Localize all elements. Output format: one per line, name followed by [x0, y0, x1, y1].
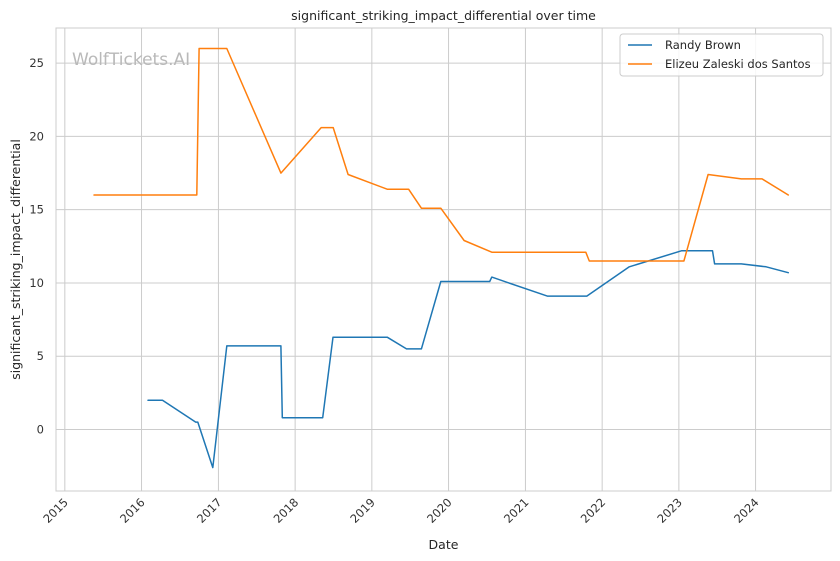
- y-axis-ticks: 0 5 10 15 20 25: [29, 56, 44, 436]
- plot-area: WolfTickets.AI: [55, 27, 832, 492]
- x-axis-title: Date: [429, 537, 459, 552]
- legend-box: [619, 33, 824, 77]
- legend: Randy Brown Elizeu Zaleski dos Santos: [619, 33, 824, 77]
- grid-lines: [56, 28, 831, 491]
- y-tick-label: 5: [37, 349, 44, 363]
- y-tick-label: 15: [29, 203, 44, 217]
- series-line-1: [147, 249, 790, 469]
- series-line-2: [93, 47, 790, 262]
- series-lines: [93, 47, 790, 469]
- y-tick-label: 25: [29, 56, 44, 70]
- y-tick-label: 20: [29, 129, 44, 143]
- plot-frame: [55, 27, 832, 492]
- chart-title: significant_striking_impact_differential…: [291, 8, 596, 23]
- legend-label-1: Randy Brown: [665, 38, 741, 52]
- watermark: WolfTickets.AI: [72, 50, 190, 70]
- y-axis-title: significant_striking_impact_differential: [8, 139, 23, 380]
- y-tick-label: 10: [29, 276, 44, 290]
- y-tick-label: 0: [37, 422, 44, 436]
- legend-label-2: Elizeu Zaleski dos Santos: [665, 57, 811, 71]
